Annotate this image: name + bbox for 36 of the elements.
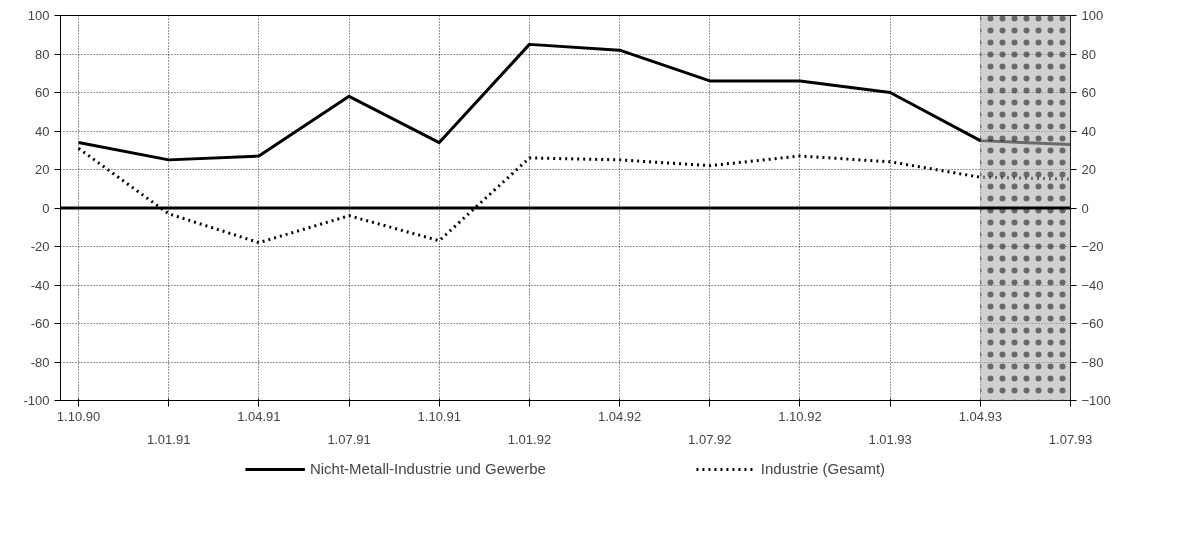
- y-tick-label: -60: [30, 316, 50, 331]
- y-tick-label: -40: [30, 277, 50, 293]
- x-tick-label: 1.07.92: [688, 431, 732, 447]
- y-tick-label: 80: [35, 46, 50, 62]
- x-tick-label: 1.04.91: [237, 408, 281, 424]
- y2-tick-label: −20: [1081, 239, 1104, 254]
- y2-tick-label: −100: [1081, 393, 1111, 408]
- x-tick-label: 1.07.93: [1048, 431, 1093, 447]
- y2-tick-label: 0: [1081, 200, 1089, 216]
- y-tick-label: 0: [42, 200, 50, 216]
- y-tick-label: -20: [30, 239, 50, 254]
- y2-tick-label: 80: [1081, 46, 1096, 62]
- y-tick-label: -100: [23, 393, 50, 408]
- x-tick-label: 1.04.92: [597, 408, 642, 424]
- y2-tick-label: 40: [1081, 123, 1096, 139]
- y2-tick-label: 20: [1081, 162, 1096, 177]
- x-tick-label: 1.01.93: [868, 431, 912, 447]
- y2-tick-label: −40: [1081, 277, 1104, 293]
- y2-tick-label: −80: [1081, 354, 1104, 370]
- legend-label: Industrie (Gesamt): [760, 460, 886, 477]
- y-tick-label: 60: [35, 85, 50, 100]
- y-tick-label: 20: [35, 162, 50, 177]
- y-tick-label: 100: [27, 8, 50, 23]
- x-tick-label: 1.10.90: [56, 408, 101, 424]
- x-tick-label: 1.10.92: [778, 408, 822, 424]
- x-tick-label: 1.07.91: [327, 431, 371, 447]
- x-tick-label: 1.10.91: [417, 408, 461, 424]
- y2-tick-label: −60: [1081, 316, 1104, 331]
- y-tick-label: 40: [35, 123, 50, 139]
- y2-tick-label: 100: [1081, 8, 1104, 23]
- x-tick-label: 1.04.93: [958, 408, 1003, 424]
- x-tick-label: 1.01.91: [147, 431, 191, 447]
- legend-label: Nicht-Metall-Industrie und Gewerbe: [309, 460, 546, 477]
- y-tick-label: -80: [30, 354, 50, 370]
- y2-tick-label: 60: [1081, 85, 1096, 100]
- x-tick-label: 1.01.92: [507, 431, 552, 447]
